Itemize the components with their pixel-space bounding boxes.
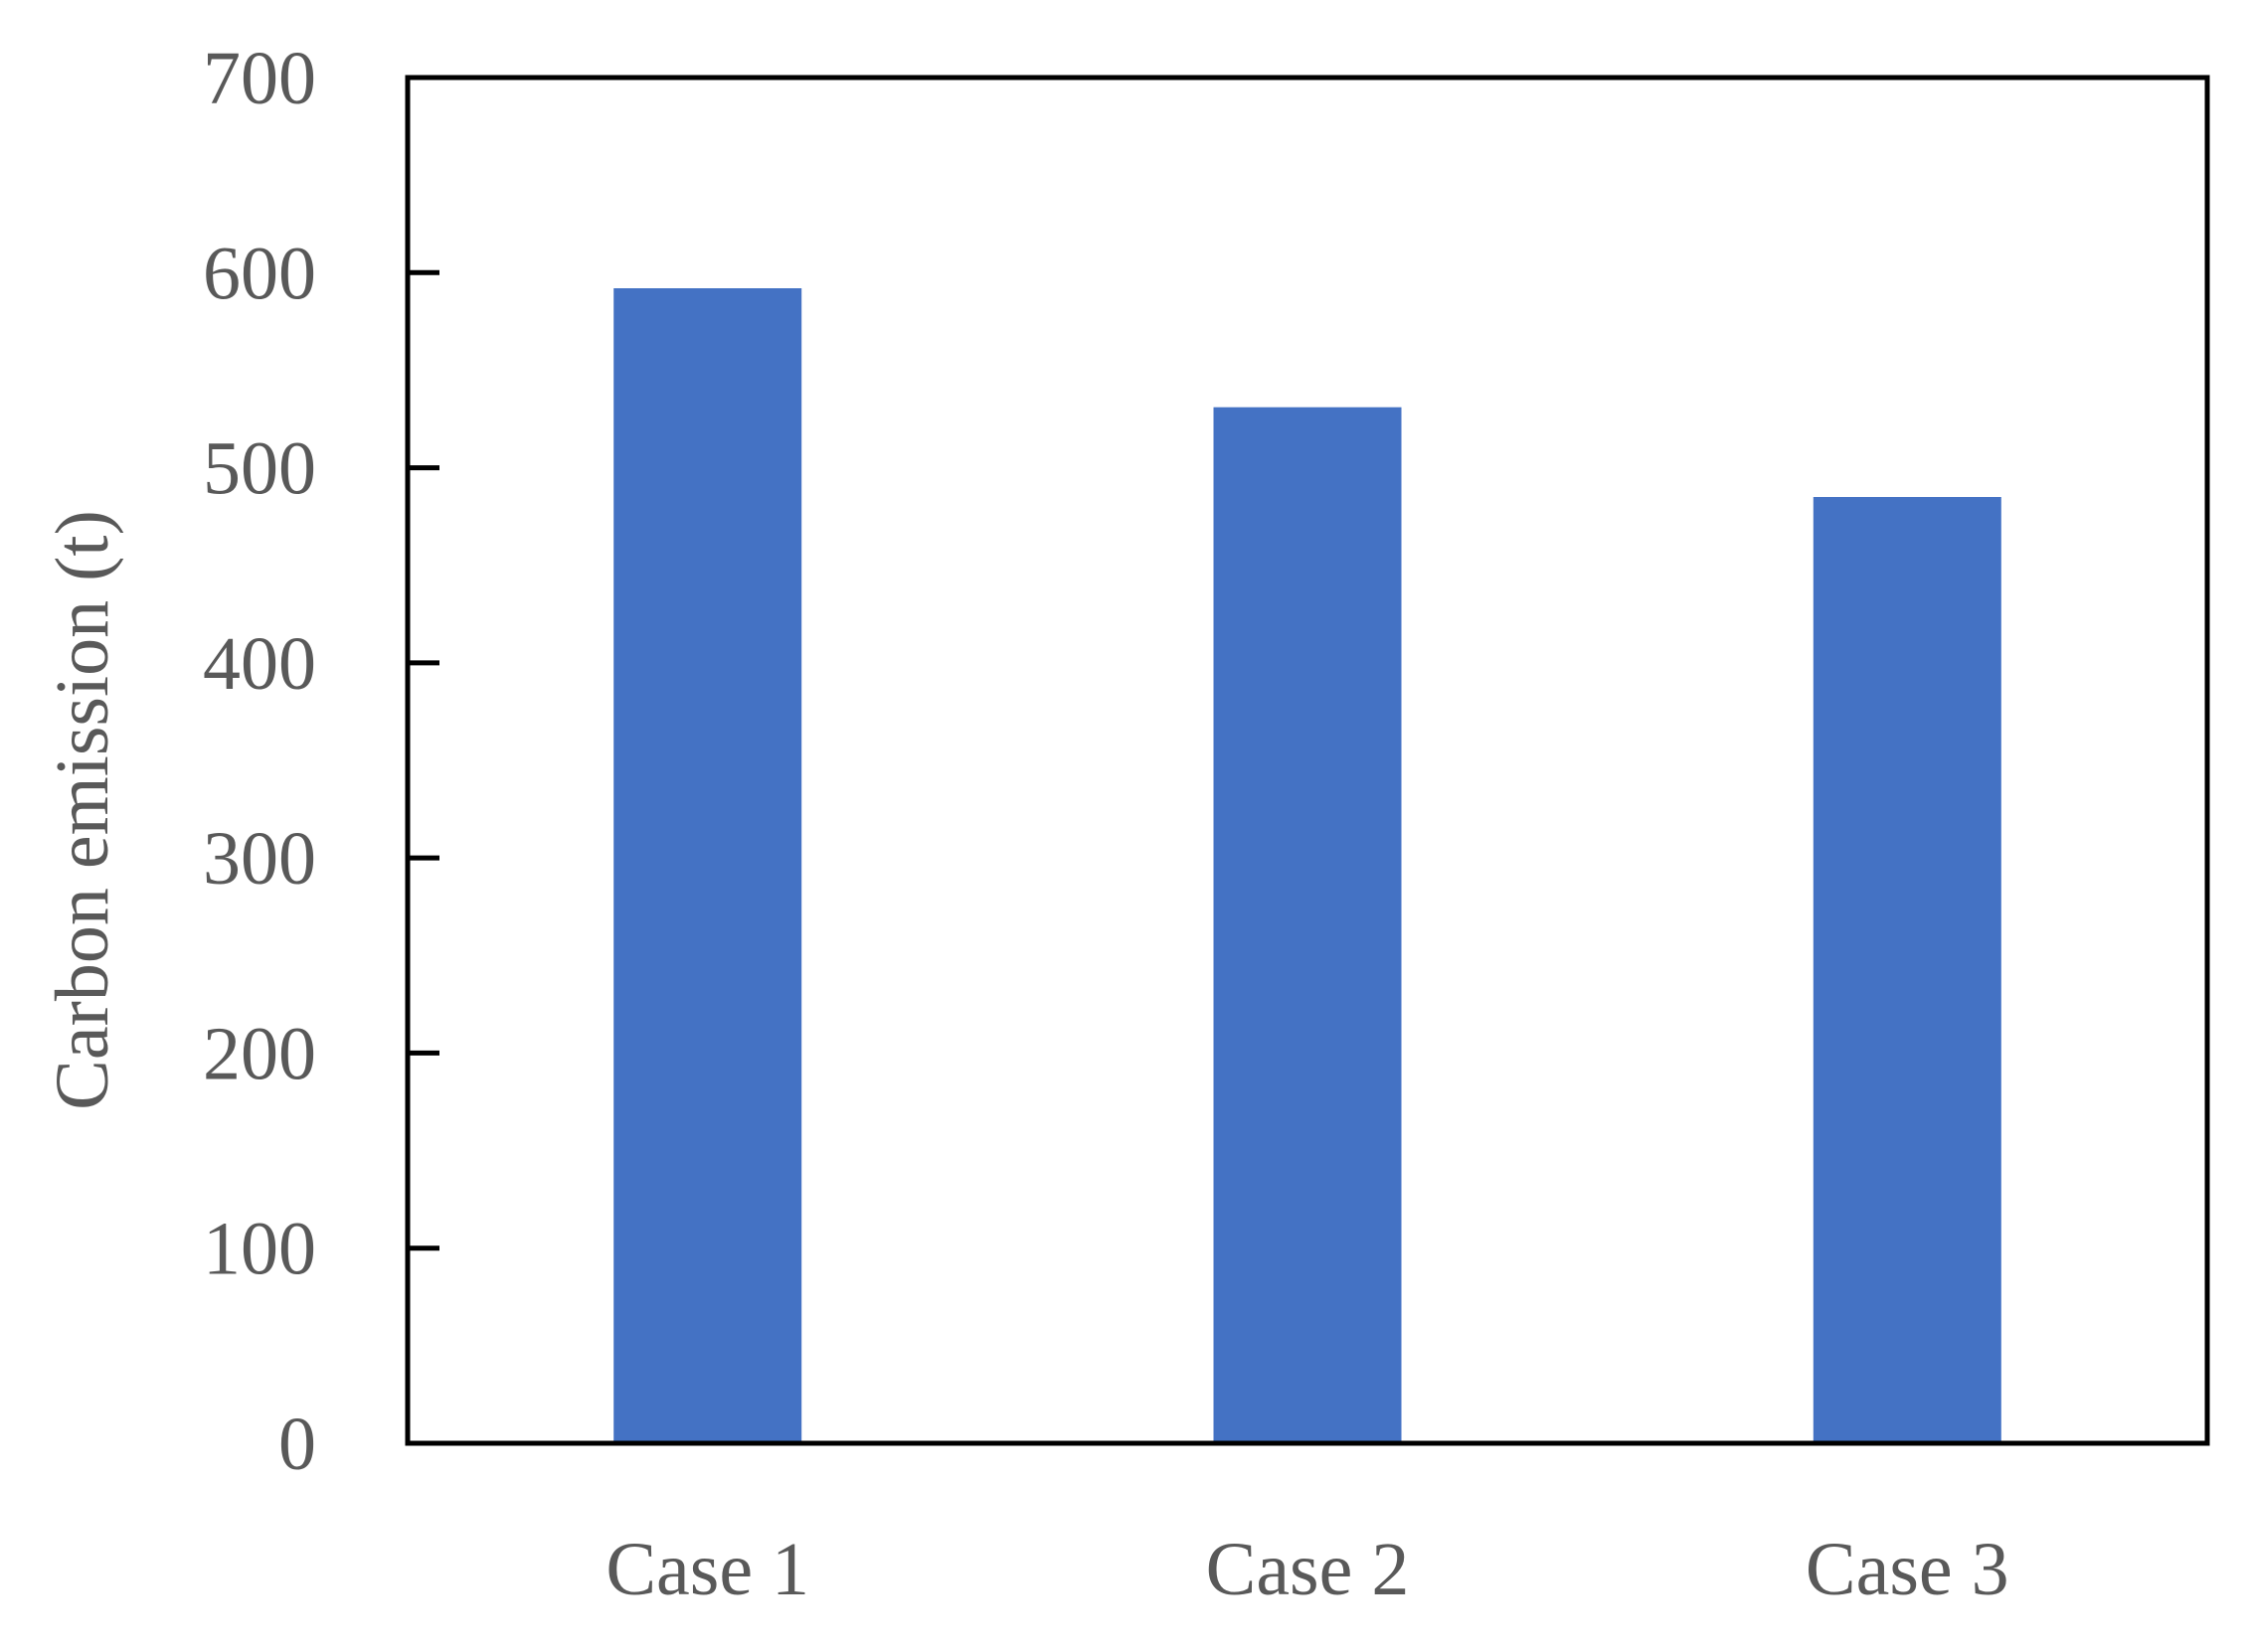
- bar-case-1: [613, 288, 802, 1443]
- y-tick-labels: 0 100 200 300 400 500 600 700: [203, 37, 316, 1486]
- y-tick-label: 500: [203, 427, 316, 511]
- x-tick-label: Case 1: [606, 1528, 809, 1611]
- plot-area-frame: [405, 75, 2210, 1446]
- y-ticks-layer: [408, 269, 439, 1251]
- bars-layer: [613, 288, 2001, 1444]
- y-tick-label: 700: [203, 37, 316, 120]
- y-tick-label: 0: [278, 1403, 316, 1486]
- y-tick-label: 200: [203, 1012, 316, 1095]
- bar-case-2: [1213, 407, 1402, 1444]
- y-tick-label: 100: [203, 1208, 316, 1291]
- y-axis-title: Carbon emission (t): [41, 510, 124, 1110]
- x-tick-labels: Case 1 Case 2 Case 3: [606, 1528, 2008, 1611]
- y-tick-label: 600: [203, 232, 316, 315]
- x-tick-label: Case 3: [1806, 1528, 2009, 1611]
- y-tick-label: 300: [203, 817, 316, 901]
- y-tick-label: 400: [203, 622, 316, 706]
- bar-case-3: [1813, 497, 2001, 1443]
- x-tick-label: Case 2: [1206, 1528, 1410, 1611]
